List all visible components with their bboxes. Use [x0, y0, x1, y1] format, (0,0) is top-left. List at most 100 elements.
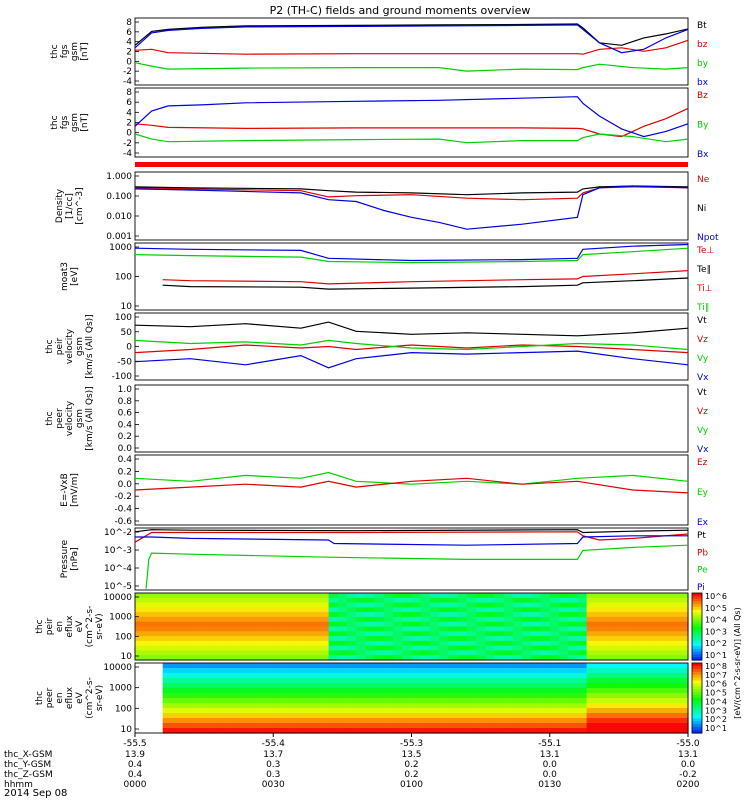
spectrogram-cell [144, 593, 154, 599]
spectrogram-cell [503, 621, 514, 628]
spectrogram-cell [273, 728, 284, 734]
spectrogram-cell [402, 723, 413, 729]
spectrogram-cell [605, 713, 615, 719]
spectrogram-cell [669, 593, 680, 599]
spectrogram-cell [420, 688, 431, 694]
spectrogram-cell [190, 636, 201, 642]
spectrogram-cell [651, 650, 661, 656]
y-axis-label: eflux [65, 615, 75, 638]
spectrogram-cell [254, 616, 265, 623]
spectrogram-cell [522, 640, 532, 647]
spectrogram-cell [476, 708, 486, 714]
spectrogram-cell [457, 636, 468, 642]
spectrogram-cell [264, 728, 274, 734]
spectrogram-cell [577, 688, 588, 694]
spectrogram-cell [217, 655, 228, 661]
spectrogram-cell [595, 678, 606, 684]
y-axis-label: (cm^2-s- [85, 606, 95, 648]
y-tick-label: 4 [126, 108, 132, 118]
spectrogram-cell [586, 640, 597, 647]
spectrogram-cell [199, 597, 210, 604]
spectrogram-cell [171, 607, 182, 613]
spectrogram-cell [678, 593, 689, 599]
spectrogram-cell [577, 593, 588, 599]
spectrogram-cell [614, 626, 625, 632]
spectrogram-cell [162, 683, 173, 689]
spectrogram-cell [264, 703, 274, 709]
x-row-value: 0.3 [266, 770, 280, 780]
spectrogram-cell [181, 593, 191, 599]
spectrogram-cell [300, 668, 311, 674]
spectrogram-cell [282, 708, 293, 714]
spectrogram-cell [678, 668, 689, 674]
legend-entry: Vy [697, 354, 709, 364]
spectrogram-cell [457, 683, 468, 689]
spectrogram-cell [448, 708, 459, 714]
spectrogram-cell [641, 607, 652, 613]
spectrogram-cell [181, 688, 191, 694]
spectrogram-cell [577, 673, 588, 679]
spectrogram-cell [641, 713, 652, 719]
spectrogram-cell [614, 631, 625, 637]
spectrogram-cell [310, 708, 320, 714]
spectrogram-cell [217, 650, 228, 656]
spectrogram-cell [227, 718, 237, 724]
spectrogram-cell [347, 673, 357, 679]
legend-entry: Vt [697, 316, 707, 326]
legend-entry: Ni [697, 204, 706, 214]
spectrogram-cell [383, 698, 394, 704]
spectrogram-cell [135, 593, 145, 599]
spectrogram-cell [669, 673, 680, 679]
colorbar-peer-label: 10^6 [705, 680, 727, 689]
spectrogram-cell [374, 713, 385, 719]
spectrogram-cell [559, 626, 569, 632]
spectrogram-cell [559, 640, 569, 647]
spectrogram-cell [365, 607, 376, 613]
spectrogram-cell [512, 708, 523, 714]
spectrogram-cell [227, 678, 237, 684]
spectrogram-cell [300, 663, 311, 669]
spectrogram-cell [227, 650, 237, 656]
spectrogram-cell [254, 593, 265, 599]
spectrogram-cell [512, 693, 523, 699]
x-row-label: thc_X-GSM [4, 750, 52, 760]
spectrogram-cell [181, 718, 191, 724]
spectrogram-cell [457, 703, 468, 709]
spectrogram-cell [632, 728, 643, 734]
spectrogram-cell [522, 645, 532, 651]
spectrogram-cell [522, 616, 532, 623]
spectrogram-cell [429, 621, 440, 628]
spectrogram-cell [531, 626, 542, 632]
spectrogram-cell [171, 728, 182, 734]
spectrogram-cell [402, 597, 413, 604]
spectrogram-cell [568, 678, 578, 684]
spectrogram-cell [310, 713, 320, 719]
spectrogram-cell [669, 663, 680, 669]
panel-frame [134, 87, 689, 158]
spectrogram-cell [181, 621, 191, 628]
y-tick-label: 10 [121, 652, 133, 662]
spectrogram-cell [208, 693, 219, 699]
spectrogram-cell [549, 713, 560, 719]
spectrogram-cell [559, 698, 569, 704]
spectrogram-cell [623, 663, 634, 669]
spectrogram-cell [383, 703, 394, 709]
spectrogram-cell [319, 621, 330, 628]
spectrogram-cell [402, 640, 413, 647]
spectrogram-cell [632, 718, 643, 724]
spectrogram-cell [439, 612, 449, 618]
spectrogram-cell [365, 650, 376, 656]
spectrogram-cell [227, 616, 237, 623]
spectrogram-cell [429, 723, 440, 729]
spectrogram-cell [365, 698, 376, 704]
spectrogram-cell [300, 708, 311, 714]
spectrogram-cell [236, 678, 247, 684]
spectrogram-cell [374, 621, 385, 628]
spectrogram-cell [420, 728, 431, 734]
spectrogram-cell [208, 593, 219, 599]
spectrogram-cell [577, 631, 588, 637]
spectrogram-cell [135, 621, 145, 628]
spectrogram-cell [429, 663, 440, 669]
spectrogram-cell [365, 593, 376, 599]
